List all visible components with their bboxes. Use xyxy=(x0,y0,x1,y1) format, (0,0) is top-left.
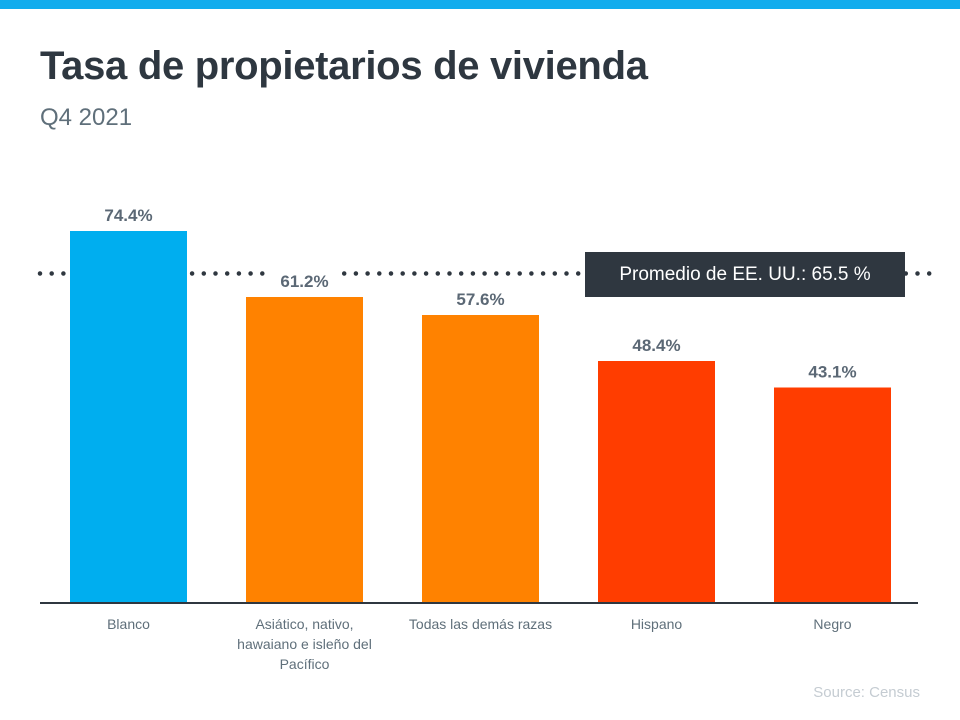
category-label: Todas las demás razas xyxy=(408,616,553,632)
top-accent-bar xyxy=(0,0,960,9)
average-label: Promedio de EE. UU.: 65.5 % xyxy=(585,252,905,297)
data-label: 57.6% xyxy=(456,290,504,309)
bar xyxy=(598,361,715,603)
bar xyxy=(422,315,539,603)
category-label: Negro xyxy=(813,616,852,632)
source-note: Source: Census xyxy=(813,684,920,701)
category-label: Blanco xyxy=(107,616,150,632)
category-label: Hispano xyxy=(630,616,683,632)
bar xyxy=(246,297,363,603)
bar xyxy=(774,387,891,603)
data-label-background xyxy=(271,270,338,290)
data-label-background xyxy=(447,288,514,308)
data-label: 48.4% xyxy=(632,336,680,355)
category-label: Asiático, nativo, hawaiano e isleño del … xyxy=(237,616,372,672)
data-label: 74.4% xyxy=(104,206,152,225)
page-title: Tasa de propietarios de vivienda xyxy=(40,44,648,88)
data-label: 61.2% xyxy=(280,272,328,291)
bar xyxy=(70,231,187,603)
page-subtitle: Q4 2021 xyxy=(40,104,133,131)
data-label-background xyxy=(623,334,690,354)
data-label-background xyxy=(799,360,866,381)
data-label: 43.1% xyxy=(808,363,856,382)
data-label-background xyxy=(95,204,162,224)
